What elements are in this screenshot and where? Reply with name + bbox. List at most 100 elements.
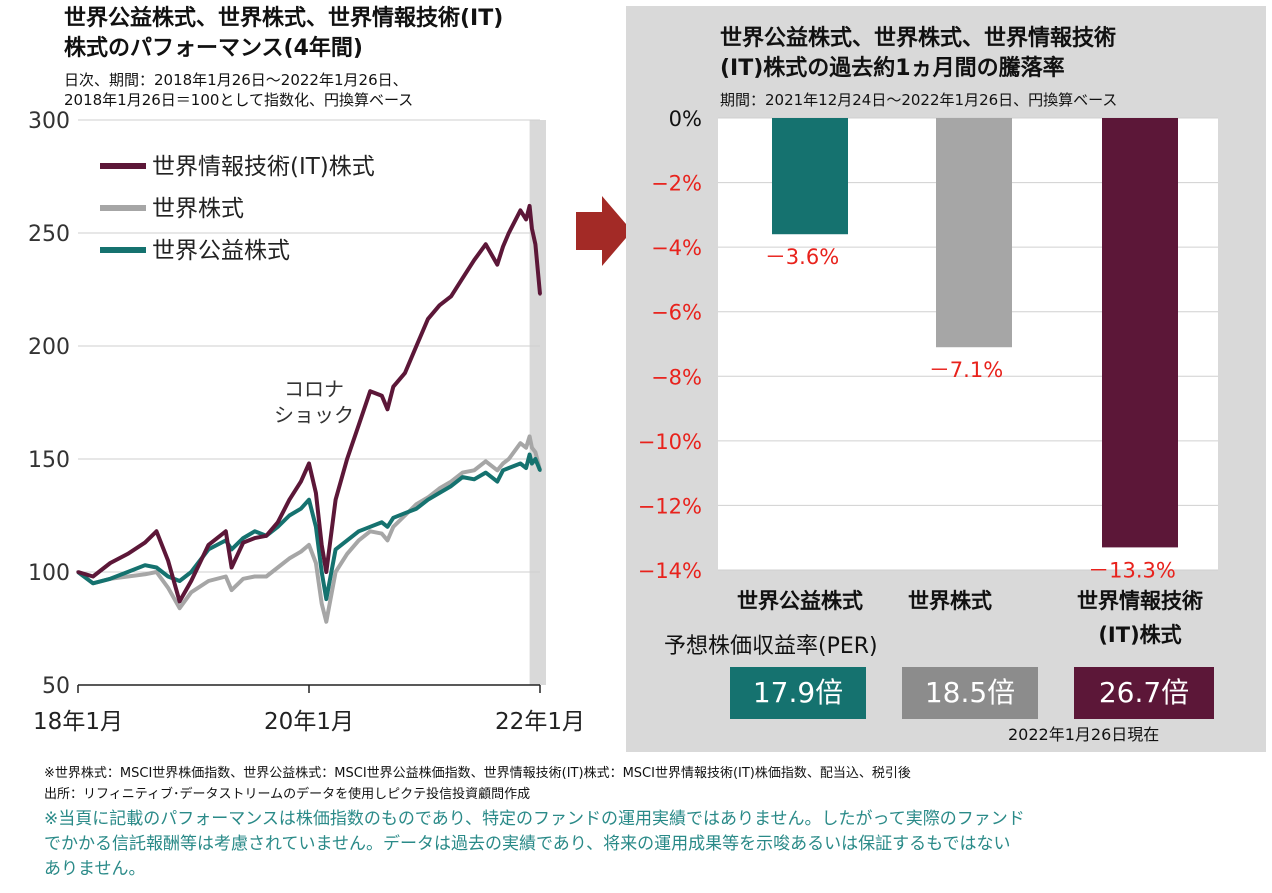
- corona-shock-annotation-line1: コロナ: [284, 377, 344, 401]
- series-point: [391, 385, 395, 389]
- return-bar-chart: 0% −2% −4% −6% −8% −10% −12% −14% －3.6% －7.1% －13…: [638, 110, 1218, 647]
- series-point: [357, 529, 361, 533]
- series-point: [76, 570, 80, 574]
- series-point: [314, 561, 318, 565]
- series-point: [461, 475, 465, 479]
- series-point: [528, 204, 532, 208]
- disclaimer-line1: ※当頁に記載のパフォーマンスは株価指数のものであり、特定のファンドの運用実績では…: [44, 809, 1025, 829]
- left-chart-subtitle-line2: 2018年1月26日＝100として指数化、円換算ベース: [64, 91, 414, 109]
- series-point: [461, 470, 465, 475]
- series-point: [166, 559, 170, 563]
- series-point: [166, 574, 170, 579]
- y-tick-label: −10%: [638, 430, 702, 454]
- series-point: [178, 599, 182, 603]
- series-line: [77, 203, 542, 604]
- series-point: [206, 579, 211, 583]
- series-point: [126, 570, 130, 574]
- series-point: [484, 459, 488, 463]
- series-point: [345, 552, 349, 556]
- series-point: [524, 217, 528, 222]
- series-point: [426, 317, 430, 321]
- series-point: [530, 446, 534, 450]
- series-point: [314, 491, 318, 495]
- series-point: [426, 498, 430, 502]
- series-point: [143, 563, 147, 567]
- series-point: [368, 389, 372, 393]
- series-point: [528, 434, 532, 438]
- y-tick-label: 200: [28, 335, 70, 360]
- series-point: [414, 507, 419, 511]
- left-chart-title-line1: 世界公益株式、世界株式、世界情報技術(IT): [64, 6, 504, 31]
- left-chart-title-line2: 株式のパフォーマンス(4年間): [64, 36, 363, 61]
- series-point: [320, 543, 324, 547]
- bar-value-label: －13.3%: [1088, 558, 1176, 582]
- per-value-utilities: 17.9倍: [730, 667, 866, 719]
- series-point: [437, 491, 442, 495]
- series-point: [501, 468, 505, 472]
- category-label: 世界株式: [908, 589, 992, 613]
- y-tick-label: −14%: [638, 559, 702, 583]
- series-line: [76, 434, 542, 624]
- series-point: [299, 480, 303, 484]
- y-tick-label: 100: [28, 561, 70, 586]
- y-tick-label: −8%: [651, 365, 702, 389]
- category-label: 世界情報技術: [1077, 589, 1203, 613]
- series-point: [484, 242, 488, 246]
- series-point: [461, 276, 465, 280]
- series-point: [385, 525, 390, 529]
- line-chart-series: [76, 203, 542, 624]
- disclaimer-line3: ありません。: [44, 859, 146, 879]
- line-chart-axes: 50 100 150 200 250 300 18年1月 20年1月 22年1月: [28, 110, 585, 735]
- series-point: [143, 572, 147, 576]
- series-point: [538, 468, 542, 472]
- series-point: [287, 556, 291, 561]
- right-chart-title-line1: 世界公益株式、世界株式、世界情報技術: [720, 26, 1117, 51]
- series-point: [126, 574, 130, 579]
- performance-line-chart: 50 100 150 200 250 300 18年1月 20年1月 22年1月 世界情報技術(…: [28, 110, 585, 735]
- series-point: [472, 468, 476, 472]
- x-tick-label: 18年1月: [33, 709, 123, 735]
- series-point: [380, 394, 384, 398]
- series-point: [403, 511, 407, 515]
- series-point: [507, 231, 511, 235]
- series-point: [380, 520, 384, 524]
- series-point: [324, 570, 328, 574]
- series-point: [538, 292, 542, 296]
- series-point: [241, 541, 245, 545]
- x-tick-label: 22年1月: [495, 709, 585, 735]
- series-point: [241, 577, 245, 581]
- category-label: 世界公益株式: [737, 589, 863, 613]
- disclaimer-line2: でかかる信託報酬等は考慮されていません。データは過去の実績であり、将来の運用成果…: [44, 834, 1011, 854]
- series-point: [533, 457, 537, 461]
- series-point: [368, 525, 372, 529]
- series-point: [178, 606, 182, 610]
- left-chart-subtitle: 日次、期間：2018年1月26日～2022年1月26日、 2018年1月26日＝…: [64, 70, 413, 110]
- right-chart-title: 世界公益株式、世界株式、世界情報技術 (IT)株式の過去約1ヵ月間の騰落率: [720, 24, 1116, 84]
- x-tick-label: 20年1月: [264, 709, 354, 735]
- series-point: [299, 550, 303, 554]
- per-label: 予想株価収益率(PER): [664, 634, 878, 659]
- series-point: [320, 602, 324, 606]
- y-tick-label: 250: [28, 222, 70, 247]
- series-point: [333, 498, 338, 502]
- legend-label: 世界情報技術(IT)株式: [152, 154, 375, 180]
- legend-label: 世界株式: [152, 196, 244, 222]
- y-tick-label: 50: [42, 674, 70, 699]
- series-point: [449, 294, 453, 298]
- series-point: [501, 461, 505, 466]
- series-point: [385, 407, 390, 411]
- series-point: [484, 470, 488, 475]
- series-point: [380, 531, 384, 536]
- series-point: [241, 536, 245, 540]
- series-point: [224, 574, 228, 579]
- category-label-it-line2: (IT)株式: [1098, 623, 1181, 647]
- series-point: [333, 570, 338, 574]
- series-point: [91, 581, 95, 585]
- series-point: [264, 574, 268, 579]
- bar-value-label: －7.1%: [929, 358, 1003, 382]
- series-point: [253, 536, 257, 540]
- series-point: [472, 477, 476, 481]
- series-point: [230, 588, 234, 592]
- series-point: [253, 574, 257, 579]
- series-point: [507, 466, 511, 470]
